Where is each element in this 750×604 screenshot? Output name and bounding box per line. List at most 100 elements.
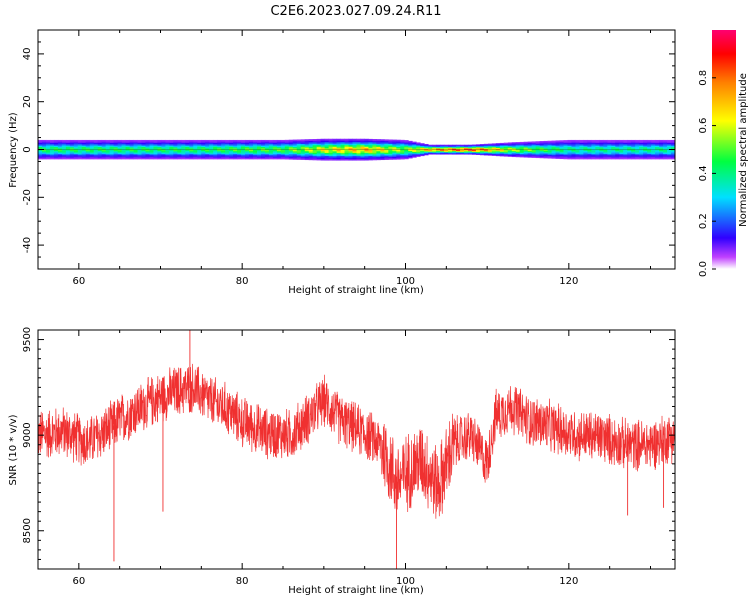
spectrogram-cell	[61, 153, 67, 156]
spectrogram-cell	[49, 148, 55, 150]
spectrogram-cell	[233, 149, 238, 152]
spectrogram-cell	[316, 154, 322, 156]
spectrogram-cell	[535, 144, 541, 147]
spectrogram-cell	[65, 153, 71, 156]
spectrogram-cell	[256, 145, 262, 148]
spectrogram-cell	[428, 146, 433, 148]
spectrogram-cell	[133, 148, 138, 150]
spectrogram-cell	[260, 145, 266, 148]
spectrogram-cell	[129, 148, 134, 150]
spectrogram-cell	[300, 150, 306, 153]
spectrogram-cell	[667, 141, 672, 143]
spectrogram-cell	[623, 157, 628, 160]
spectrogram-cell	[348, 141, 353, 144]
spectrogram-cell	[53, 139, 59, 142]
spectrogram-cell	[336, 149, 341, 152]
spectrogram-cell	[205, 153, 210, 156]
spectrogram-cell	[456, 146, 461, 148]
spectrogram-cell	[623, 152, 628, 154]
spectrogram-cell	[452, 145, 457, 147]
spectrogram-cell	[583, 144, 588, 146]
spectrogram-cell	[201, 146, 206, 149]
spectrogram-cell	[671, 142, 675, 145]
spectrogram-cell	[249, 145, 254, 148]
spectrogram-cell	[129, 139, 134, 142]
spectrogram-cell	[252, 139, 258, 142]
spectrogram-cell	[467, 151, 473, 153]
spectrogram-cell	[316, 151, 322, 153]
spectrogram-cell	[89, 148, 95, 150]
spectrogram-cell	[237, 141, 242, 143]
spectrogram-cell	[547, 149, 552, 152]
spectrogram-cell	[145, 150, 150, 153]
spectrogram-cell	[460, 145, 465, 147]
spectrogram-cell	[635, 153, 640, 156]
spectrogram-cell	[197, 154, 202, 157]
spectrogram-cell	[320, 158, 326, 161]
spectrogram-cell	[328, 158, 334, 161]
spectrogram-xlabel: Height of straight line (km)	[288, 285, 424, 296]
y-tick-label: 40	[22, 48, 33, 61]
spectrogram-cell	[575, 142, 580, 145]
spectrogram-cell	[241, 152, 246, 154]
spectrogram-cell	[587, 142, 592, 145]
spectrogram-cell	[149, 145, 154, 148]
spectrogram-cell	[117, 154, 123, 157]
spectrogram-cell	[483, 146, 489, 148]
spectrogram-cell	[515, 144, 521, 146]
spectrogram-cell	[213, 156, 218, 158]
spectrogram-cell	[324, 154, 330, 156]
spectrogram-cell	[205, 157, 210, 160]
spectrogram-cell	[316, 143, 322, 146]
spectrogram-cell	[312, 146, 318, 149]
spectrogram-cell	[607, 145, 612, 148]
spectrogram-cell	[125, 150, 130, 153]
spectrogram-cell	[463, 147, 469, 149]
spectrogram-cell	[495, 151, 501, 153]
spectrogram-cell	[643, 142, 648, 145]
spectrogram-cell	[623, 142, 628, 145]
spectrogram-cell	[412, 150, 417, 153]
spectrogram-cell	[567, 146, 572, 149]
spectrogram-cell	[312, 142, 318, 144]
spectrogram-cell	[511, 145, 517, 147]
spectrogram-cell	[348, 143, 353, 146]
spectrogram-cell	[619, 142, 624, 145]
spectrogram-cell	[45, 146, 51, 149]
spectrogram-cell	[38, 145, 43, 148]
spectrogram-cell	[245, 156, 250, 158]
spectrogram-cell	[348, 151, 353, 153]
spectrogram-cell	[53, 146, 59, 149]
spectrogram-cell	[404, 145, 409, 148]
spectrogram-cell	[475, 145, 481, 147]
spectrogram-cell	[559, 157, 564, 160]
spectrogram-cell	[153, 145, 158, 148]
spectrogram-cell	[201, 149, 206, 152]
spectrogram-cell	[631, 153, 636, 156]
spectrogram-cell	[260, 144, 266, 146]
spectrogram-cell	[233, 144, 238, 146]
spectrogram-cell	[93, 142, 99, 145]
spectrogram-cell	[471, 148, 477, 150]
spectrogram-cell	[292, 145, 298, 147]
spectrogram-cell	[268, 153, 274, 156]
spectrogram-cell	[519, 147, 525, 149]
spectrogram-cell	[400, 156, 405, 159]
spectrogram-cell	[499, 151, 505, 153]
spectrogram-cell	[420, 145, 425, 148]
spectrogram-cell	[197, 145, 202, 148]
spectrogram-cell	[575, 157, 580, 160]
spectrogram-cell	[225, 148, 230, 150]
spectrogram-cell	[647, 145, 652, 148]
spectrogram-cell	[603, 156, 608, 158]
spectrogram-cell	[225, 141, 230, 143]
spectrogram-cell	[213, 153, 218, 156]
spectrogram-cell	[444, 150, 449, 152]
spectrogram-cell	[133, 139, 138, 142]
spectrogram-cell	[567, 144, 572, 146]
spectrogram-cell	[551, 146, 556, 149]
spectrogram-cell	[603, 157, 608, 160]
spectrogram-cell	[603, 152, 608, 154]
spectrogram-cell	[603, 141, 608, 143]
spectrogram-cell	[491, 153, 497, 155]
